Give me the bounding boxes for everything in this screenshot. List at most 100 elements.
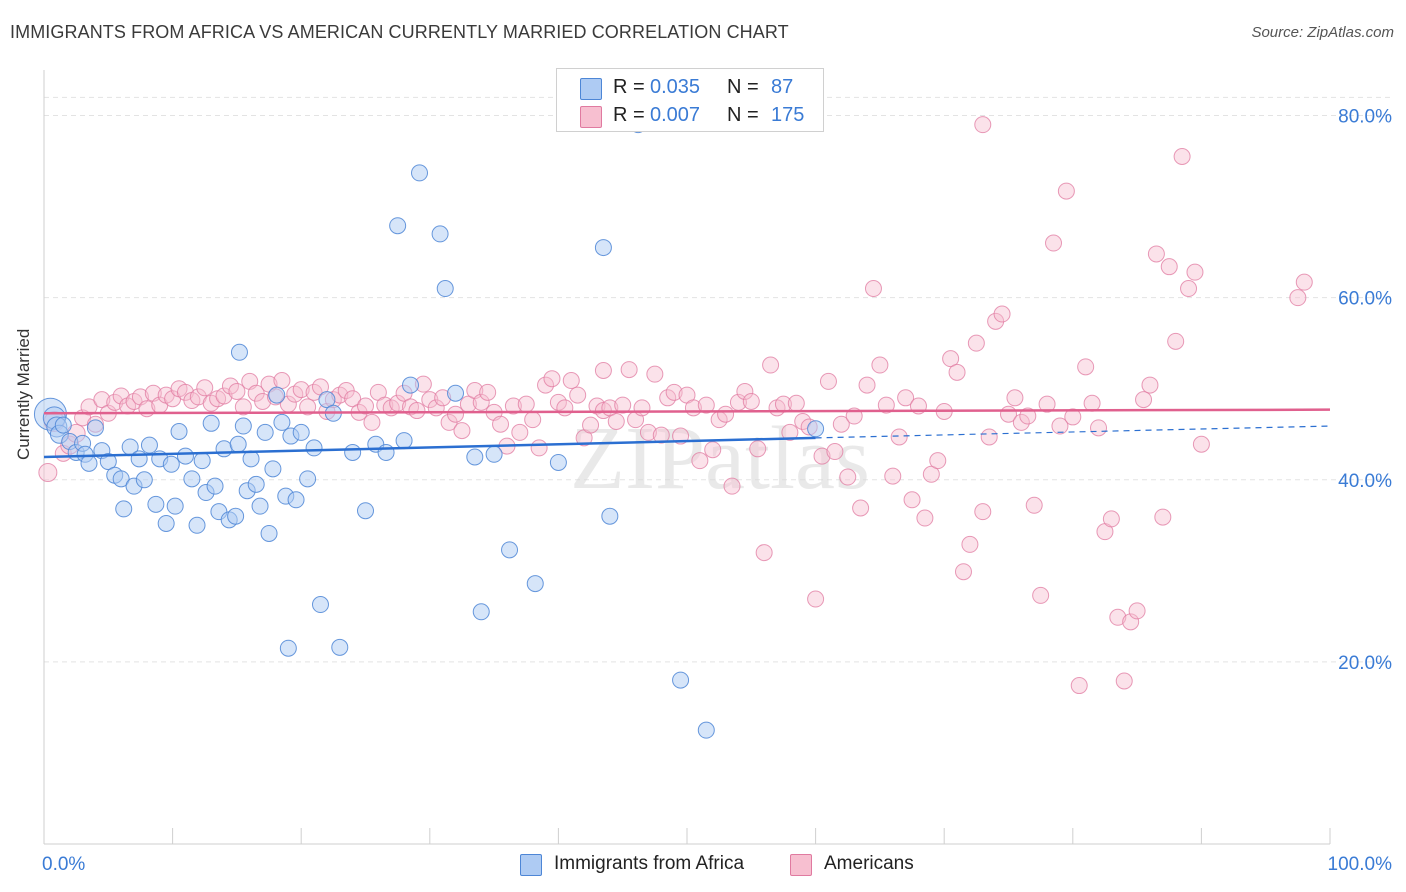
americans-point [652, 426, 670, 444]
source-credit: Source: ZipAtlas.com [1251, 24, 1394, 41]
legend-item-americans[interactable]: Americans [790, 852, 950, 878]
n-label: N = [727, 104, 759, 126]
americans-point [871, 356, 889, 374]
americans-point [1032, 586, 1050, 604]
immigrants-point [80, 454, 98, 472]
americans-point [832, 415, 850, 433]
americans-point [1192, 435, 1210, 453]
y-axis-title: Currently Married [14, 328, 33, 460]
americans-point [954, 563, 972, 581]
americans-point [1186, 263, 1204, 281]
americans-point [556, 399, 574, 417]
americans-point [1147, 245, 1165, 263]
americans-point [852, 499, 870, 517]
immigrants-point [229, 435, 247, 453]
immigrants-point [311, 596, 329, 614]
americans-point [1109, 608, 1127, 626]
americans-point [877, 396, 895, 414]
americans-point [479, 383, 497, 401]
n-label: N = [727, 76, 759, 98]
americans-point [106, 393, 124, 411]
immigrants-point [215, 440, 233, 458]
x-tick-label: 100.0% [1328, 854, 1393, 875]
americans-point [717, 405, 735, 423]
americans-point [1006, 389, 1024, 407]
series-americans [38, 116, 1313, 695]
immigrants-point [411, 164, 429, 182]
immigrants-point [157, 514, 175, 532]
americans-point [974, 116, 992, 134]
americans-point [1180, 280, 1198, 298]
americans-point [980, 428, 998, 446]
r-value: 0.007 [650, 104, 701, 126]
immigrants-point [377, 443, 395, 461]
y-tick-label: 80.0% [1338, 107, 1392, 128]
immigrants-point [230, 343, 248, 361]
americans-point [665, 383, 683, 401]
immigrants-point [256, 423, 274, 441]
americans-point [1064, 408, 1082, 426]
americans-point [1122, 613, 1140, 631]
americans-point [884, 467, 902, 485]
americans-point [453, 422, 471, 440]
immigrants-point [99, 453, 117, 471]
immigrants-point [402, 376, 420, 394]
americans-point [1135, 391, 1153, 409]
immigrants-point [86, 419, 104, 437]
americans-point [858, 376, 876, 394]
americans-point [762, 356, 780, 374]
immigrants-point [279, 639, 297, 657]
immigrants-point [466, 448, 484, 466]
americans-point [633, 399, 651, 417]
americans-trend-line [43, 408, 1331, 415]
americans-point [993, 305, 1011, 323]
series-immigrants-from-africa [33, 116, 825, 739]
immigrants-point [247, 475, 265, 493]
americans-point [826, 443, 844, 461]
americans-point [292, 381, 310, 399]
x-tick-label: 0.0% [42, 854, 85, 875]
immigrants-point [287, 491, 305, 509]
immigrants-point [188, 516, 206, 534]
americans-point [408, 402, 426, 420]
americans-point [1019, 407, 1037, 425]
y-tick-label: 20.0% [1338, 653, 1392, 674]
americans-point [646, 365, 664, 383]
americans-point [1038, 395, 1056, 413]
immigrants-point [299, 470, 317, 488]
americans-point [897, 389, 915, 407]
americans-point [363, 413, 381, 431]
y-tick-label: 60.0% [1338, 289, 1392, 310]
stats-row-pink: R = 0.007 N = 175 [557, 101, 823, 129]
stats-row-blue: R = 0.035 N = 87 [557, 73, 823, 101]
immigrants-point [264, 460, 282, 478]
immigrants-point [115, 500, 133, 518]
chart-title: IMMIGRANTS FROM AFRICA VS AMERICAN CURRE… [10, 22, 789, 42]
immigrants-point [697, 721, 715, 739]
americans-point [967, 334, 985, 352]
americans-point [749, 440, 767, 458]
americans-point [530, 439, 548, 457]
americans-point [813, 447, 831, 465]
americans-point [787, 394, 805, 412]
americans-point [344, 390, 362, 408]
americans-point [1154, 508, 1172, 526]
immigrants-point [147, 495, 165, 513]
legend-item-immigrants[interactable]: Immigrants from Africa [520, 852, 780, 878]
americans-point [942, 350, 960, 368]
pink-swatch [580, 106, 602, 128]
americans-point [691, 452, 709, 470]
americans-point [1289, 289, 1307, 307]
immigrants-point [130, 450, 148, 468]
immigrants-point [193, 452, 211, 470]
americans-point [922, 465, 940, 483]
immigrants-point [526, 575, 544, 593]
legend-swatch-blue [520, 854, 542, 876]
immigrants-point [202, 414, 220, 432]
americans-point [1167, 332, 1185, 350]
immigrants-point [183, 470, 201, 488]
y-tick-label: 40.0% [1338, 471, 1392, 492]
immigrants-point [140, 436, 158, 454]
americans-point [807, 590, 825, 608]
